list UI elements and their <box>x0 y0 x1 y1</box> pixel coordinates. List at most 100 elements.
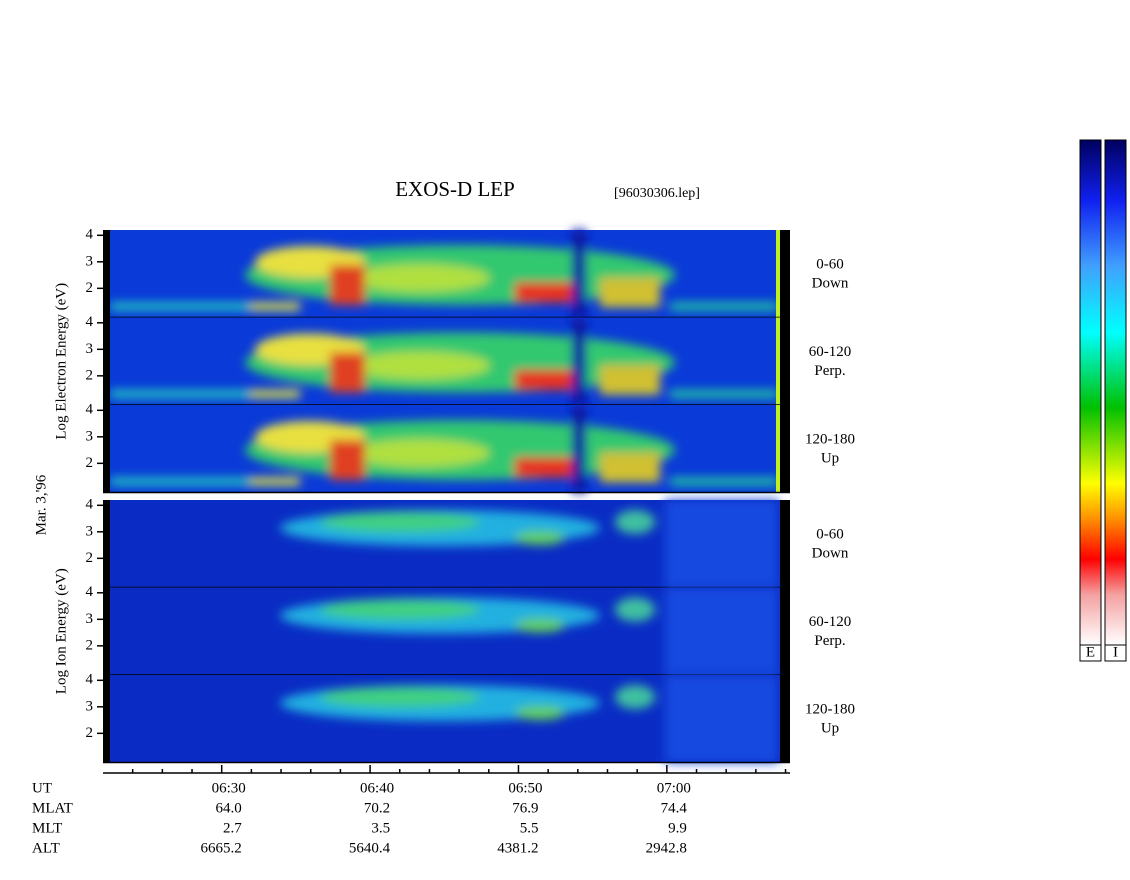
ephemeris-value: 76.9 <box>512 800 538 816</box>
y-tick-label: 2 <box>86 280 94 296</box>
x-tick-label: 06:40 <box>360 780 394 796</box>
colorbar-label-box <box>1104 644 1127 662</box>
texture <box>780 675 790 763</box>
ephemeris-label: MLT <box>32 820 62 836</box>
colorbar-label-box <box>1079 644 1102 662</box>
ephemeris-value: 70.2 <box>364 800 390 816</box>
spectrogram-panel <box>103 230 790 319</box>
texture <box>780 230 790 318</box>
y-tick-label: 2 <box>86 367 94 383</box>
colorbar-label: I <box>1113 644 1118 660</box>
ephemeris-value: 9.9 <box>668 820 687 836</box>
texture <box>670 390 778 398</box>
y-tick-label: 2 <box>86 455 94 471</box>
texture <box>320 599 480 620</box>
ephemeris-value: 6665.2 <box>200 840 241 856</box>
x-tick-label: 06:30 <box>212 780 246 796</box>
spectrogram-panel <box>103 500 790 589</box>
texture <box>103 675 110 763</box>
y-axis-label: Log Electron Energy (eV) <box>53 283 69 440</box>
texture <box>600 365 660 395</box>
spectrum-texture <box>280 500 778 588</box>
file-label: [96030306.lep] <box>614 186 700 201</box>
ephemeris-value: 5.5 <box>520 820 539 836</box>
y-tick-label: 2 <box>86 725 94 741</box>
ephemeris-value: 2942.8 <box>646 840 687 856</box>
texture <box>103 317 110 405</box>
spectrum-texture <box>280 587 778 675</box>
colorbar <box>1104 139 1127 646</box>
spectrum-texture <box>110 230 778 318</box>
texture <box>330 352 365 393</box>
ephemeris-value: 5640.4 <box>349 840 391 856</box>
texture <box>350 264 490 292</box>
y-tick-label: 3 <box>86 428 94 444</box>
panel-direction: Up <box>821 450 839 466</box>
y-tick-label: 3 <box>86 341 94 357</box>
ephemeris-value: 3.5 <box>371 820 390 836</box>
panel-direction: Perp. <box>814 633 845 649</box>
texture <box>572 405 586 493</box>
panel-direction: Up <box>821 720 839 736</box>
date-label: Mar. 3,'96 <box>33 474 49 535</box>
texture <box>600 452 660 483</box>
spectrogram-panel <box>103 675 790 764</box>
texture <box>250 302 300 311</box>
texture <box>780 587 790 675</box>
panel-angle: 120-180 <box>805 431 855 447</box>
texture <box>665 675 778 763</box>
texture <box>665 587 778 675</box>
texture <box>515 282 575 303</box>
texture <box>103 500 110 588</box>
texture <box>110 477 250 486</box>
y-tick-label: 3 <box>86 698 94 714</box>
ephemeris-label: UT <box>32 780 52 796</box>
spectrum-texture <box>110 317 778 405</box>
panel-angle: 0-60 <box>816 256 844 272</box>
y-tick-label: 2 <box>86 550 94 566</box>
texture <box>780 317 790 405</box>
texture <box>350 439 490 467</box>
texture <box>776 230 780 318</box>
y-tick-label: 4 <box>86 497 94 513</box>
y-tick-label: 3 <box>86 523 94 539</box>
y-tick-label: 4 <box>86 314 94 330</box>
spectrogram-panel <box>103 405 790 494</box>
texture <box>110 390 250 398</box>
texture <box>615 510 655 534</box>
panel-angle: 0-60 <box>816 526 844 542</box>
y-tick-label: 4 <box>86 402 94 418</box>
texture <box>572 230 586 318</box>
panel-angle: 120-180 <box>805 701 855 717</box>
x-tick-label: 06:50 <box>508 780 542 796</box>
y-axis-label: Log Ion Energy (eV) <box>53 568 69 694</box>
colorbar-label: E <box>1086 644 1095 660</box>
y-tick-label: 4 <box>86 227 94 243</box>
ephemeris-value: 74.4 <box>661 800 688 816</box>
texture <box>780 405 790 493</box>
texture <box>250 390 300 398</box>
texture <box>665 500 778 588</box>
texture <box>103 587 110 675</box>
panel-direction: Down <box>812 275 849 291</box>
texture <box>515 370 575 390</box>
texture <box>110 302 250 311</box>
texture <box>780 500 790 588</box>
texture <box>330 440 365 480</box>
texture <box>776 317 780 405</box>
texture <box>320 687 480 707</box>
ephemeris-value: 4381.2 <box>497 840 538 856</box>
texture <box>515 457 575 478</box>
spectrogram-panel <box>103 317 790 406</box>
y-tick-label: 3 <box>86 253 94 269</box>
texture <box>600 277 660 308</box>
texture <box>572 317 586 405</box>
texture <box>776 405 780 493</box>
texture <box>670 302 778 311</box>
spectrogram-panel <box>103 587 790 676</box>
panel-direction: Perp. <box>814 363 845 379</box>
texture <box>103 405 110 493</box>
ephemeris-value: 64.0 <box>215 800 241 816</box>
y-tick-label: 4 <box>86 584 94 600</box>
